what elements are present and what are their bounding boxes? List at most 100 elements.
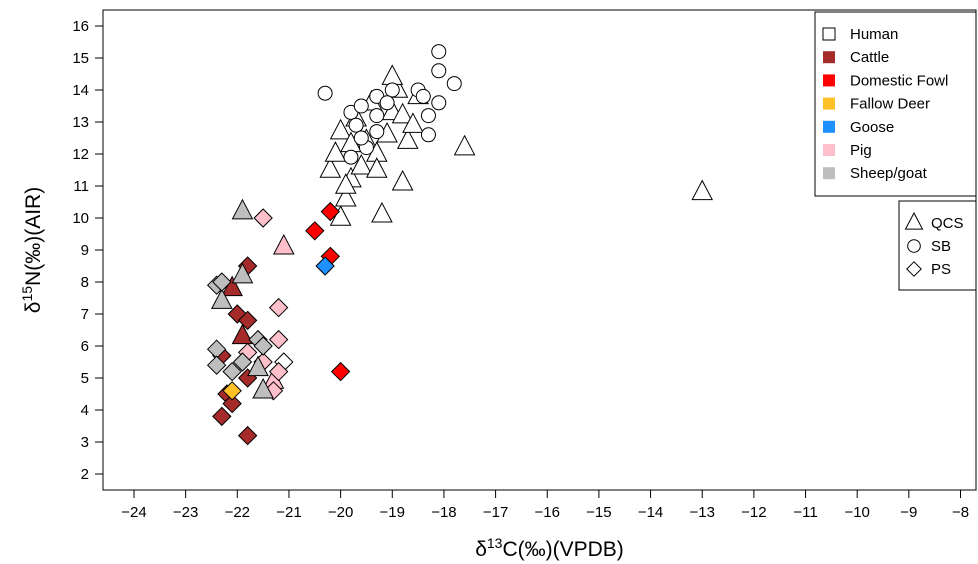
human-qcs-point — [334, 185, 357, 207]
human-sb-point — [353, 98, 369, 114]
human-sb-point — [369, 108, 385, 124]
y-tick-label: 11 — [73, 178, 89, 195]
x-tick-label: −15 — [586, 504, 611, 521]
y-tick-label: 8 — [81, 274, 89, 291]
x-tick-label: −21 — [276, 504, 301, 521]
human-qcs-point — [453, 134, 476, 156]
site-legend-marker — [907, 239, 921, 253]
pig-ps-point — [268, 297, 289, 318]
human-qcs-point — [391, 169, 414, 191]
species-legend: Human Cattle Domestic Fowl Fallow Deer Goose… — [814, 11, 977, 197]
x-tick-label: −20 — [328, 504, 353, 521]
pig-ps-point — [268, 329, 289, 350]
human-qcs-point — [402, 112, 424, 133]
cattle-ps-point — [237, 310, 258, 331]
species-legend-swatch — [822, 27, 836, 41]
human-qcs-point — [396, 128, 419, 149]
x-tick-label: −24 — [121, 504, 146, 521]
human-qcs-point — [365, 157, 388, 178]
x-tick-label: −8 — [952, 504, 969, 521]
site-legend: QCS SB PS — [898, 200, 977, 291]
human-sb-point — [420, 127, 436, 143]
site-legend-marker — [904, 211, 924, 230]
species-legend-label: Sheep/goat — [850, 165, 928, 182]
species-legend-label: Fallow Deer — [850, 96, 930, 113]
human-qcs-point — [371, 201, 393, 223]
x-tick-label: −18 — [431, 504, 456, 521]
sheep-goat-qcs-point — [210, 288, 233, 309]
site-legend-label: SB — [931, 238, 951, 255]
x-tick-label: −12 — [741, 504, 766, 521]
y-tick-label: 13 — [72, 114, 89, 131]
human-sb-point — [369, 124, 385, 140]
human-qcs-point — [391, 102, 414, 124]
x-tick-label: −11 — [793, 504, 817, 521]
human-sb-point — [420, 108, 436, 124]
y-axis: 2 3 4 5 6 7 8 9 10 11 12 13 14 15 16 — [72, 18, 103, 483]
domestic-fowl-ps-point — [320, 201, 340, 222]
x-axis: −24 −23 −22 −21 −20 −19 −18 −17 −16 −15 −14 −13 −12 −… — [121, 490, 969, 521]
pig-ps-point — [268, 361, 289, 382]
human-qcs-point — [329, 118, 352, 140]
human-qcs-point — [334, 173, 357, 194]
species-legend-swatch — [823, 51, 835, 64]
human-sb-point — [431, 44, 447, 60]
site-legend-label: PS — [931, 261, 951, 278]
y-tick-label: 14 — [72, 82, 89, 99]
y-tick-label: 2 — [81, 466, 89, 483]
species-legend-swatch — [823, 120, 835, 133]
sheep-goat-ps-point — [222, 361, 242, 382]
y-tick-label: 5 — [81, 370, 89, 387]
species-legend-label: Cattle — [850, 49, 889, 66]
y-tick-label: 3 — [81, 434, 89, 451]
human-sb-point — [317, 85, 333, 101]
human-sb-point — [353, 130, 369, 146]
species-legend-label: Pig — [850, 142, 872, 159]
x-axis-label: δ13C(‰)(VPDB) — [475, 535, 624, 561]
pig-qcs-point — [272, 233, 295, 255]
species-legend-swatch — [823, 97, 835, 110]
sheep-goat-qcs-point — [231, 262, 254, 284]
x-tick-label: −23 — [173, 504, 198, 521]
domestic-fowl-ps-point — [330, 361, 351, 382]
site-legend-label: QCS — [931, 215, 964, 232]
y-tick-label: 12 — [72, 146, 89, 163]
species-legend-swatch — [823, 144, 835, 156]
site-legend-marker — [906, 261, 922, 277]
human-sb-point — [431, 95, 447, 111]
x-tick-label: −9 — [900, 504, 917, 521]
species-legend-label: Human — [850, 26, 898, 43]
fallow-deer-ps-point — [222, 381, 242, 401]
x-tick-label: −10 — [844, 504, 869, 521]
y-tick-label: 10 — [72, 210, 89, 227]
sheep-goat-qcs-point — [252, 377, 274, 399]
human-qcs-point — [350, 153, 373, 175]
x-tick-label: −19 — [380, 504, 405, 521]
human-sb-point — [415, 88, 431, 104]
human-sb-point — [343, 149, 359, 165]
cattle-ps-point — [212, 406, 232, 427]
x-tick-label: −17 — [483, 504, 508, 521]
x-tick-label: −22 — [225, 504, 250, 521]
y-tick-label: 7 — [81, 306, 89, 323]
x-tick-label: −13 — [689, 504, 714, 521]
species-legend-swatch — [823, 74, 835, 87]
domestic-fowl-ps-point — [305, 221, 325, 241]
y-tick-label: 4 — [81, 402, 89, 419]
human-sb-point — [431, 63, 447, 79]
cattle-qcs-point — [231, 323, 254, 345]
sheep-goat-ps-point — [212, 272, 232, 292]
species-legend-label: Goose — [850, 119, 894, 136]
species-legend-box — [814, 11, 977, 197]
species-legend-label: Domestic Fowl — [850, 72, 948, 89]
sheep-goat-qcs-point — [231, 198, 254, 220]
y-tick-label: 16 — [72, 18, 89, 35]
y-tick-label: 6 — [81, 338, 89, 355]
sheep-goat-ps-point — [232, 352, 253, 372]
sheep-goat-ps-point — [206, 355, 227, 375]
human-sb-point — [446, 76, 462, 92]
data-points — [206, 44, 714, 446]
y-tick-label: 15 — [72, 50, 89, 67]
pig-ps-point — [253, 208, 273, 228]
